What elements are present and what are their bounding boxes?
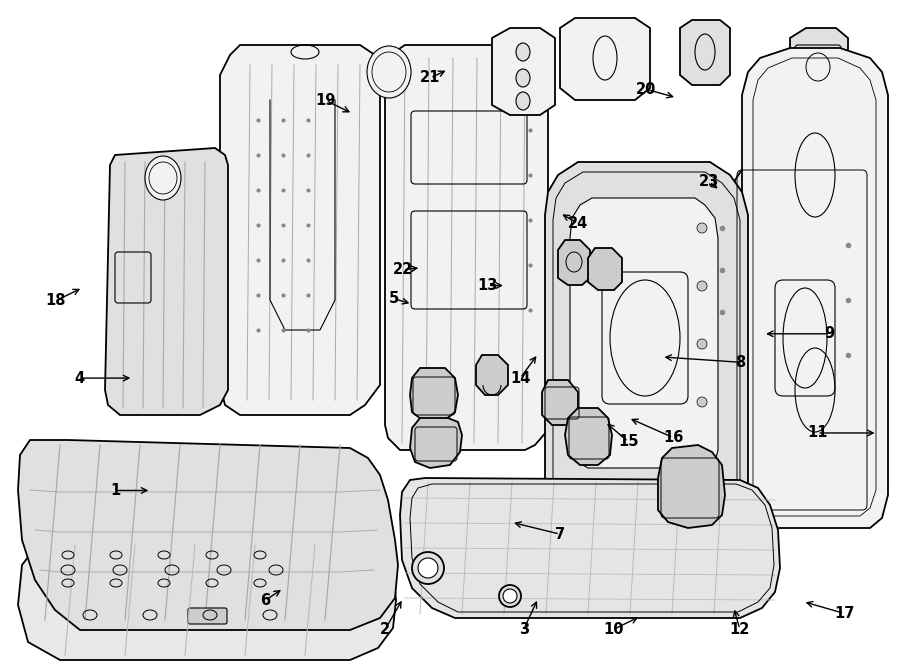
Text: 11: 11 (807, 426, 827, 440)
Polygon shape (400, 478, 780, 618)
Text: 21: 21 (420, 71, 440, 85)
Text: 20: 20 (636, 82, 656, 97)
Polygon shape (680, 20, 730, 85)
Ellipse shape (697, 281, 707, 291)
Polygon shape (18, 440, 398, 630)
Polygon shape (542, 380, 578, 425)
Text: 12: 12 (730, 622, 750, 637)
Text: 2: 2 (380, 622, 391, 637)
FancyBboxPatch shape (188, 608, 227, 624)
Text: 16: 16 (663, 430, 683, 445)
Polygon shape (790, 28, 848, 98)
Ellipse shape (697, 339, 707, 349)
Ellipse shape (418, 558, 438, 578)
Ellipse shape (516, 43, 530, 61)
Text: 18: 18 (46, 293, 66, 308)
Polygon shape (385, 45, 548, 450)
Polygon shape (18, 540, 396, 660)
Text: 7: 7 (554, 527, 565, 541)
Text: 17: 17 (834, 606, 854, 621)
Polygon shape (588, 248, 622, 290)
Text: 23: 23 (699, 175, 719, 189)
Ellipse shape (697, 397, 707, 407)
Ellipse shape (516, 92, 530, 110)
Polygon shape (658, 445, 725, 528)
Text: 13: 13 (478, 278, 498, 293)
Polygon shape (560, 18, 650, 100)
Polygon shape (742, 48, 888, 528)
Polygon shape (570, 198, 718, 468)
Text: 10: 10 (604, 622, 624, 637)
Text: 19: 19 (316, 93, 336, 108)
Polygon shape (558, 240, 590, 285)
Text: 9: 9 (824, 327, 835, 341)
Text: 1: 1 (110, 483, 121, 498)
Text: 15: 15 (618, 434, 638, 449)
Text: 14: 14 (510, 371, 530, 385)
Text: 8: 8 (734, 355, 745, 369)
Polygon shape (565, 408, 612, 465)
Ellipse shape (503, 589, 517, 603)
Text: 22: 22 (393, 262, 413, 277)
Polygon shape (220, 45, 380, 415)
Polygon shape (410, 418, 462, 468)
Ellipse shape (499, 585, 521, 607)
Ellipse shape (367, 46, 411, 98)
Text: 6: 6 (260, 593, 271, 607)
Ellipse shape (516, 69, 530, 87)
Polygon shape (410, 368, 458, 420)
Polygon shape (105, 148, 228, 415)
Polygon shape (545, 162, 748, 515)
Text: 4: 4 (74, 371, 85, 385)
Ellipse shape (145, 156, 181, 200)
Text: 3: 3 (518, 622, 529, 637)
Polygon shape (476, 355, 508, 395)
Polygon shape (732, 155, 874, 518)
Ellipse shape (412, 552, 444, 584)
Polygon shape (492, 28, 555, 115)
Text: 5: 5 (389, 292, 400, 306)
Text: 24: 24 (568, 216, 588, 231)
Ellipse shape (697, 223, 707, 233)
